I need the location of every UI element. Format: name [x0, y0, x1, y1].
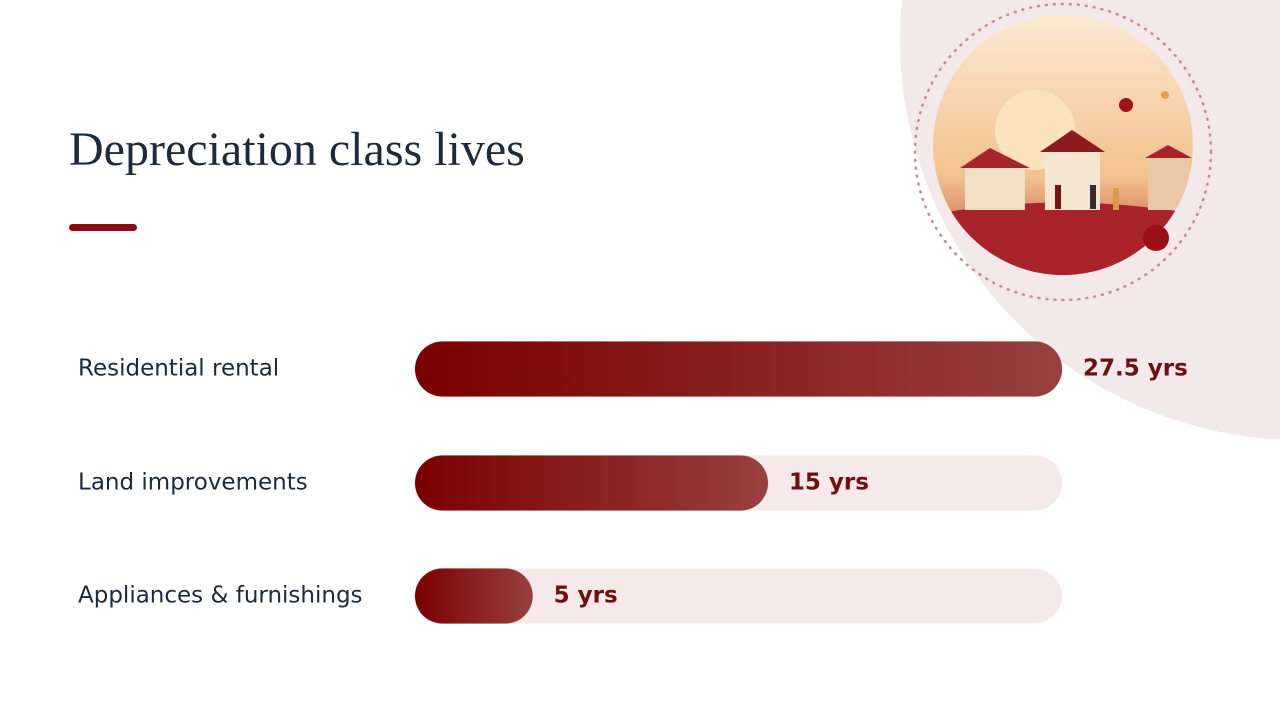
bar-track — [415, 568, 1062, 624]
category-label: Appliances & furnishings — [78, 583, 363, 609]
illustration — [913, 2, 1213, 302]
bar — [414, 341, 1063, 397]
plot: Residential rental 27.5 yrs Land improveme… — [78, 341, 1188, 624]
category-label: Residential rental — [78, 356, 279, 382]
bar — [414, 568, 534, 624]
chart-title: Depreciation class lives — [69, 123, 525, 176]
category-label: Land improvements — [78, 470, 308, 496]
value-label: 5 yrs — [554, 583, 618, 609]
title-underline — [69, 224, 137, 231]
value-label: 15 yrs — [789, 470, 869, 496]
bar — [414, 455, 769, 511]
value-label: 27.5 yrs — [1083, 356, 1188, 382]
